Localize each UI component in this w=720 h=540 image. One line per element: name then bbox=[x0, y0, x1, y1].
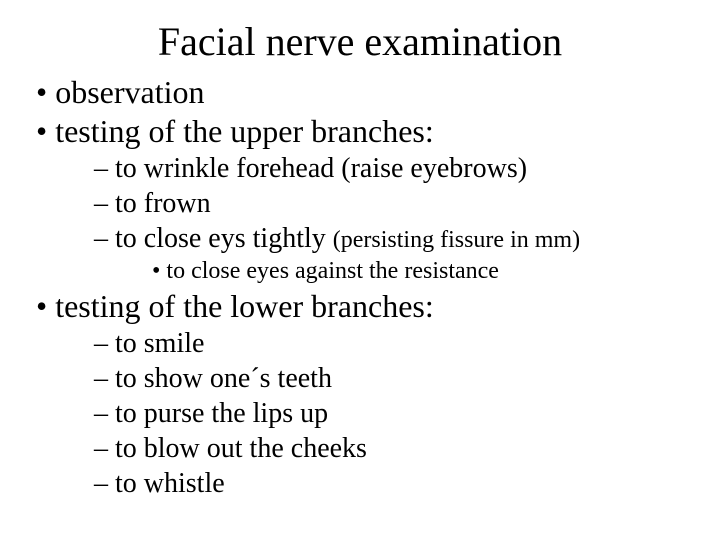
bullet-list-level1: observation testing of the upper branche… bbox=[30, 73, 690, 501]
sub-close-eyes-note: (persisting fissure in mm) bbox=[333, 227, 580, 253]
subsub-close-against-resistance: to close eyes against the resistance bbox=[152, 256, 690, 287]
sub-blow-cheeks: to blow out the cheeks bbox=[94, 431, 690, 466]
bullet-lower-branches-text: testing of the lower branches: bbox=[55, 288, 434, 324]
sub-close-eyes: to close eys tightly (persisting fissure… bbox=[94, 221, 690, 287]
slide: Facial nerve examination observation tes… bbox=[0, 0, 720, 540]
lower-branches-sublist: to smile to show one´s teeth to purse th… bbox=[60, 326, 690, 501]
sub-wrinkle-forehead: to wrinkle forehead (raise eyebrows) bbox=[94, 151, 690, 186]
sub-smile: to smile bbox=[94, 326, 690, 361]
sub-purse-lips: to purse the lips up bbox=[94, 396, 690, 431]
sub-whistle: to whistle bbox=[94, 466, 690, 501]
sub-frown: to frown bbox=[94, 186, 690, 221]
sub-close-eyes-main: to close eys tightly bbox=[115, 223, 333, 254]
bullet-observation: observation bbox=[36, 73, 690, 112]
bullet-upper-branches-text: testing of the upper branches: bbox=[55, 113, 434, 149]
close-eyes-sublist: to close eyes against the resistance bbox=[116, 256, 690, 287]
bullet-lower-branches: testing of the lower branches: to smile … bbox=[36, 287, 690, 501]
upper-branches-sublist: to wrinkle forehead (raise eyebrows) to … bbox=[60, 151, 690, 287]
bullet-upper-branches: testing of the upper branches: to wrinkl… bbox=[36, 112, 690, 287]
slide-title: Facial nerve examination bbox=[30, 18, 690, 65]
sub-show-teeth: to show one´s teeth bbox=[94, 361, 690, 396]
